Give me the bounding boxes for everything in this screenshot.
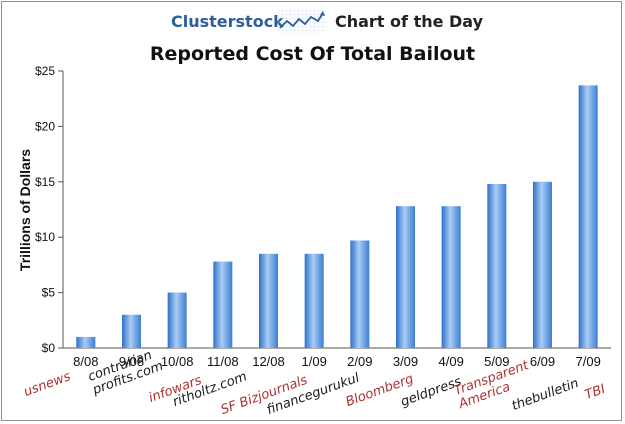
bar-9-08 xyxy=(122,314,141,348)
bar-2-09 xyxy=(350,240,370,348)
bar-6-09 xyxy=(533,181,552,348)
y-tick-label: $20 xyxy=(35,119,55,133)
x-tick-label: 11/08 xyxy=(207,354,239,369)
x-tick-label: 3/09 xyxy=(393,354,418,369)
y-tick-label: $25 xyxy=(35,64,55,78)
bar-3-09 xyxy=(396,206,415,348)
x-tick-label: 5/09 xyxy=(484,354,509,369)
chart-title: Reported Cost Of Total Bailout xyxy=(149,43,476,65)
x-tick-label: 2/09 xyxy=(347,354,372,369)
bar-7-09 xyxy=(578,85,598,349)
x-tick-label: 8/08 xyxy=(73,354,98,369)
y-axis-label: Trillions of Dollars xyxy=(17,149,33,271)
y-tick-label: $15 xyxy=(35,175,55,189)
y-tick-label: $10 xyxy=(35,230,55,244)
bar-12-08 xyxy=(259,253,278,348)
chart-of-the-day-label: Chart of the Day xyxy=(335,12,484,31)
x-tick-label: 10/08 xyxy=(161,354,194,369)
x-tick-label: 9/08 xyxy=(119,354,144,369)
bar-1-09 xyxy=(304,253,324,348)
x-tick-label: 6/09 xyxy=(530,354,555,369)
bar-5-09 xyxy=(487,184,507,348)
brand-name: Clusterstock xyxy=(171,12,284,31)
bar-4-09 xyxy=(441,206,461,348)
x-tick-label: 7/09 xyxy=(576,354,601,369)
y-tick-label: $0 xyxy=(42,341,56,355)
x-tick-label: 1/09 xyxy=(302,354,327,369)
x-tick-label: 4/09 xyxy=(439,354,464,369)
chart-header: Clusterstock Chart of the Day xyxy=(0,0,625,44)
x-tick-label: 12/08 xyxy=(252,354,285,369)
bar-11-08 xyxy=(213,261,233,348)
bar-8-08 xyxy=(76,336,96,348)
y-tick-label: $5 xyxy=(42,286,56,300)
rising-trend-chart-icon xyxy=(278,10,326,34)
bar-10-08 xyxy=(167,292,187,348)
